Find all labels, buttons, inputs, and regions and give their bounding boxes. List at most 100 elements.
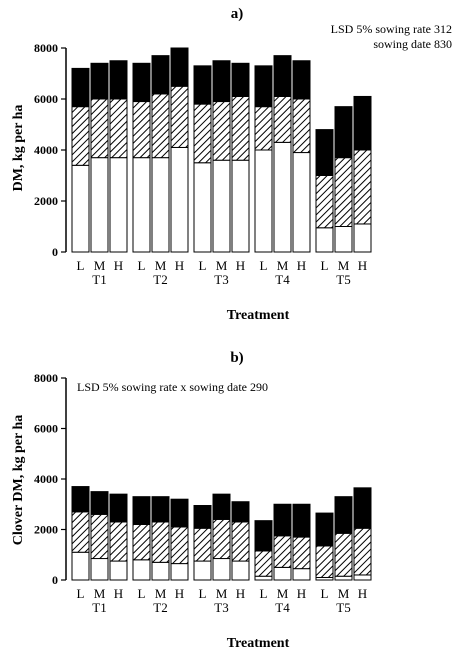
y-tick-label: 0	[52, 573, 58, 587]
bar-segment-solid	[170, 498, 189, 528]
y-tick-label: 8000	[34, 371, 58, 385]
bar-segment-solid	[334, 106, 353, 159]
bar-category-label: H	[114, 258, 123, 273]
lsd-annotation: sowing date 830	[373, 37, 452, 51]
bar-category-label: L	[77, 586, 85, 601]
y-axis-label: DM, kg per ha	[11, 105, 26, 192]
group-label: T3	[214, 272, 228, 287]
bar-category-label: L	[260, 586, 268, 601]
bar-category-label: L	[138, 258, 146, 273]
bar-segment-solid	[90, 62, 109, 100]
bar-category-label: L	[260, 258, 268, 273]
bar-segment-hatched	[132, 523, 151, 561]
bar-segment-open	[273, 566, 292, 581]
bar-segment-solid	[254, 65, 273, 108]
bar-segment-hatched	[315, 175, 334, 229]
bar-segment-solid	[273, 55, 292, 97]
bar-category-label: H	[114, 586, 123, 601]
bar-segment-solid	[292, 60, 311, 100]
bar-segment-hatched	[193, 103, 212, 164]
bar-category-label: M	[338, 258, 350, 273]
bar-segment-open	[334, 575, 353, 581]
chart-title: a)	[231, 6, 244, 22]
bar-segment-hatched	[254, 106, 273, 151]
bar-segment-solid	[212, 60, 231, 103]
bar-segment-solid	[132, 496, 151, 525]
group-label: T1	[92, 272, 106, 287]
bar-category-label: M	[94, 586, 106, 601]
bar-segment-hatched	[109, 521, 128, 562]
bar-category-label: L	[321, 586, 329, 601]
bar-segment-open	[109, 157, 128, 253]
bar-category-label: H	[236, 586, 245, 601]
lsd-annotation: LSD 5% sowing rate x sowing date 290	[77, 380, 268, 394]
bar-segment-hatched	[292, 98, 311, 154]
bar-segment-hatched	[353, 149, 372, 225]
bar-segment-open	[71, 164, 90, 253]
y-tick-label: 4000	[34, 143, 58, 157]
x-axis-label: Treatment	[227, 636, 290, 650]
bar-segment-solid	[132, 62, 151, 103]
bar-segment-open	[151, 157, 170, 253]
bar-segment-open	[315, 227, 334, 253]
bar-category-label: H	[358, 258, 367, 273]
bar-segment-solid	[71, 67, 90, 108]
bar-category-label: M	[338, 586, 350, 601]
group-label: T2	[153, 272, 167, 287]
bar-segment-hatched	[109, 98, 128, 159]
bar-category-label: H	[236, 258, 245, 273]
y-tick-label: 0	[52, 245, 58, 259]
bar-segment-hatched	[353, 527, 372, 576]
y-tick-label: 8000	[34, 41, 58, 55]
bar-segment-solid	[71, 486, 90, 513]
bar-segment-open	[292, 152, 311, 253]
bar-segment-open	[231, 159, 250, 253]
group-label: T5	[336, 600, 350, 615]
bar-category-label: L	[321, 258, 329, 273]
bar-segment-solid	[231, 62, 250, 97]
bar-category-label: L	[199, 258, 207, 273]
bar-segment-solid	[315, 129, 334, 177]
bar-segment-hatched	[334, 532, 353, 577]
x-axis-label: Treatment	[227, 308, 290, 323]
chart-b: b) LSD 5% sowing rate x sowing date 290 0 2…	[11, 350, 372, 650]
bar-segment-hatched	[315, 545, 334, 578]
bar-segment-solid	[254, 520, 273, 552]
bar-segment-open	[334, 226, 353, 253]
bar-segment-solid	[151, 496, 170, 523]
bar-segment-hatched	[71, 511, 90, 553]
bar-segment-hatched	[273, 535, 292, 568]
bar-segment-solid	[151, 55, 170, 95]
bar-segment-hatched	[193, 527, 212, 562]
bar-segment-open	[254, 149, 273, 253]
bar-category-label: M	[216, 586, 228, 601]
bar-segment-solid	[170, 47, 189, 87]
bar-segment-open	[212, 159, 231, 253]
bar-segment-open	[353, 223, 372, 253]
bar-category-label: H	[175, 586, 184, 601]
bar-category-label: M	[277, 258, 289, 273]
bar-segment-hatched	[212, 101, 231, 161]
bar-segment-open	[292, 568, 311, 581]
bar-segment-open	[170, 563, 189, 581]
bar-segment-hatched	[231, 95, 250, 161]
bar-segment-hatched	[273, 95, 292, 143]
bar-segment-solid	[212, 493, 231, 520]
y-tick-label: 6000	[34, 92, 58, 106]
bar-segment-hatched	[212, 518, 231, 560]
bar-segment-open	[273, 141, 292, 253]
bar-segment-open	[254, 575, 273, 581]
bar-category-label: M	[216, 258, 228, 273]
bar-category-label: H	[175, 258, 184, 273]
bar-segment-open	[193, 560, 212, 581]
bar-segment-solid	[193, 505, 212, 529]
bar-category-label: L	[138, 586, 146, 601]
bar-segment-hatched	[151, 521, 170, 563]
bar-segment-solid	[231, 501, 250, 523]
bar-segment-open	[231, 560, 250, 581]
bar-segment-open	[132, 157, 151, 253]
y-tick-label: 2000	[34, 194, 58, 208]
bar-category-label: H	[297, 586, 306, 601]
